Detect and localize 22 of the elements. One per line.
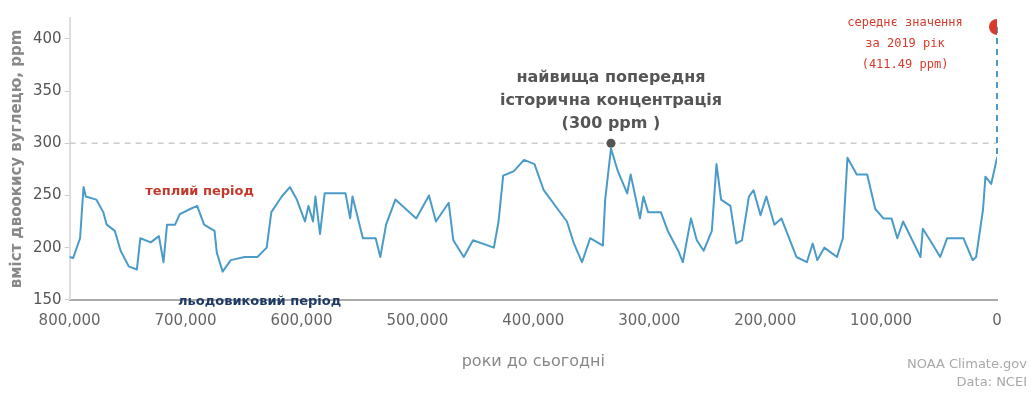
annotation: найвища попередня історична концентрація (300 ppm ) [499,67,723,133]
x-tick-label: 800,000 [38,310,101,329]
y-tick-label: 300 [32,133,62,152]
x-tick-label: 400,000 [502,310,565,329]
x-tick-label: 700,000 [154,310,217,329]
x-tick-label: 300,000 [618,310,681,329]
y-tick-label: 350 [32,80,62,99]
y-tick-label: 250 [32,185,62,204]
x-tick-label: 200,000 [734,310,797,329]
annotation: середнє значення за 2019 рік (411.49 ppm) [847,15,963,71]
x-axis-title: роки до сьогодні [461,350,605,370]
x-tick-label: 100,000 [850,310,913,329]
x-tick-label: 500,000 [386,310,449,329]
y-tick-label: 200 [32,237,62,256]
annotation: теплий період [145,183,254,198]
text: NOAA Climate.gov Data: NCEI [906,356,1028,389]
annotation: льодовиковий період [178,293,342,308]
y-tick-label: 150 [32,289,62,308]
x-tick-label: 600,000 [270,310,333,329]
x-tick-label: 0 [992,310,1002,329]
y-axis-title: вміст двоокису вуглецю, ppm [6,29,25,289]
y-tick-label: 400 [32,28,62,47]
